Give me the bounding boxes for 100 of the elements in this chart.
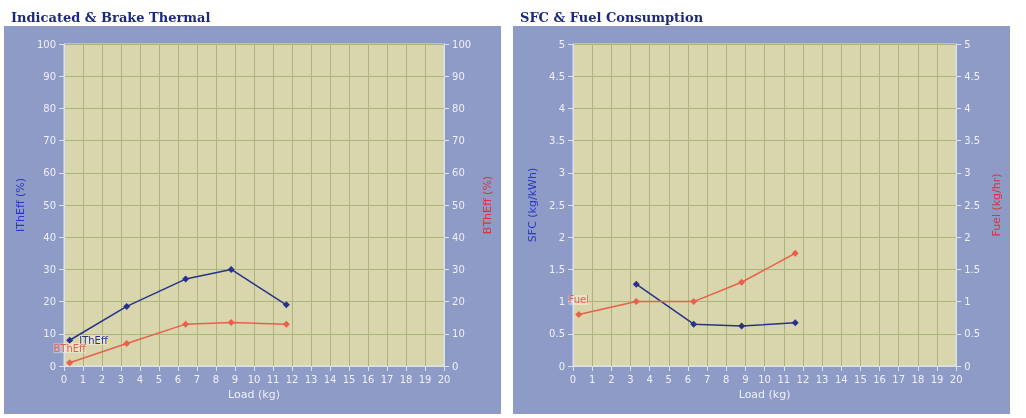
y2-tick-label: 40 bbox=[452, 231, 465, 243]
point bbox=[282, 320, 290, 328]
y-tick-label: 3.5 bbox=[549, 135, 565, 147]
y-tick-label: 30 bbox=[43, 263, 56, 275]
point bbox=[690, 298, 698, 306]
y-tick-label: 4.5 bbox=[549, 70, 565, 82]
x-tick-label: 9 bbox=[231, 373, 239, 385]
point bbox=[227, 265, 235, 273]
point bbox=[66, 336, 74, 344]
point bbox=[182, 320, 190, 328]
x-tick-label: 5 bbox=[155, 373, 163, 385]
x-tick-label: 8 bbox=[212, 373, 220, 385]
x-tick-label: 19 bbox=[418, 373, 432, 385]
y-tick-label: 5 bbox=[558, 38, 565, 50]
point bbox=[282, 301, 290, 309]
y2-tick-label: 0.5 bbox=[964, 328, 981, 340]
y-tick-label: 60 bbox=[43, 167, 56, 179]
x-tick-label: 10 bbox=[247, 373, 261, 385]
y2-tick-label: 0 bbox=[964, 360, 971, 372]
y2-tick-label: 50 bbox=[452, 199, 465, 211]
y-tick-label: 0 bbox=[558, 360, 565, 372]
y-axis-title: SFC (kg/kWh) bbox=[526, 167, 540, 243]
x-axis-title: Load (kg) bbox=[228, 387, 280, 401]
x-tick-label: 16 bbox=[873, 373, 886, 385]
y2-tick-label: 30 bbox=[452, 263, 465, 275]
x-tick-label: 12 bbox=[796, 373, 810, 385]
y2-tick-label: 90 bbox=[452, 70, 465, 82]
y2-tick-label: 3.5 bbox=[964, 135, 981, 147]
y-tick-label: 0.5 bbox=[549, 328, 565, 340]
y-tick-label: 90 bbox=[43, 70, 56, 82]
y-tick-label: 1 bbox=[558, 296, 565, 308]
x-tick-label: 18 bbox=[911, 373, 925, 385]
x-tick-label: 2 bbox=[608, 373, 615, 385]
point bbox=[227, 319, 235, 327]
y2-tick-label: 5 bbox=[964, 38, 971, 50]
chart-title: Indicated & Brake Thermal bbox=[11, 10, 211, 25]
x-tick-label: 7 bbox=[193, 373, 201, 385]
y2-tick-label: 4 bbox=[964, 102, 971, 114]
y-tick-label: 4 bbox=[558, 102, 565, 114]
x-tick-label: 15 bbox=[854, 373, 867, 385]
point bbox=[66, 359, 74, 367]
y2-tick-label: 1.5 bbox=[964, 263, 981, 275]
y2-tick-label: 100 bbox=[452, 38, 472, 50]
x-tick-label: 6 bbox=[174, 373, 182, 385]
y-tick-label: 80 bbox=[43, 102, 56, 114]
x-tick-label: 5 bbox=[665, 373, 672, 385]
x-tick-label: 20 bbox=[437, 373, 451, 385]
y2-tick-label: 2 bbox=[964, 231, 971, 243]
x-tick-label: 9 bbox=[742, 373, 749, 385]
x-tick-label: 4 bbox=[646, 373, 653, 385]
x-tick-label: 11 bbox=[266, 373, 280, 385]
y2-tick-label: 2.5 bbox=[964, 199, 981, 211]
x-axis-title: Load (kg) bbox=[738, 387, 791, 401]
y2-tick-label: 80 bbox=[452, 102, 465, 114]
x-tick-label: 10 bbox=[758, 373, 771, 385]
y-tick-label: 10 bbox=[43, 328, 56, 340]
x-tick-label: 7 bbox=[703, 373, 711, 385]
x-tick-label: 3 bbox=[117, 373, 125, 385]
x-tick-label: 13 bbox=[304, 373, 318, 385]
point bbox=[791, 319, 799, 327]
x-tick-label: 3 bbox=[627, 373, 634, 385]
series-label: Fuel bbox=[568, 294, 589, 306]
y-axis-title: IThEff (%) bbox=[14, 178, 28, 232]
x-tick-label: 20 bbox=[949, 373, 963, 385]
y-tick-label: 50 bbox=[43, 199, 56, 211]
y2-tick-label: 20 bbox=[452, 296, 465, 308]
point bbox=[182, 275, 190, 283]
y-tick-label: 1.5 bbox=[549, 263, 565, 275]
y-tick-label: 3 bbox=[558, 167, 565, 179]
x-tick-label: 14 bbox=[323, 373, 337, 385]
y-tick-label: 0 bbox=[49, 360, 56, 372]
x-tick-label: 2 bbox=[98, 373, 106, 385]
y2-tick-label: 60 bbox=[452, 167, 465, 179]
x-tick-label: 19 bbox=[930, 373, 944, 385]
point bbox=[123, 339, 131, 347]
y2-tick-label: 0 bbox=[452, 360, 459, 372]
y2-tick-label: 70 bbox=[452, 135, 465, 147]
y-tick-label: 100 bbox=[36, 38, 56, 50]
y2-tick-label: 3 bbox=[964, 167, 971, 179]
y2-tick-label: 10 bbox=[452, 328, 465, 340]
x-tick-label: 16 bbox=[361, 373, 375, 385]
y-tick-label: 40 bbox=[43, 231, 56, 243]
x-tick-label: 8 bbox=[723, 373, 730, 385]
point bbox=[690, 320, 698, 328]
chart-title: SFC & Fuel Consumption bbox=[520, 10, 704, 25]
y2-tick-label: 1 bbox=[964, 296, 971, 308]
point bbox=[123, 302, 131, 310]
x-tick-label: 13 bbox=[815, 373, 829, 385]
x-tick-label: 6 bbox=[684, 373, 692, 385]
x-tick-label: 17 bbox=[892, 373, 906, 385]
point bbox=[791, 249, 799, 257]
x-tick-label: 4 bbox=[136, 373, 144, 385]
x-tick-label: 17 bbox=[380, 373, 394, 385]
point bbox=[738, 278, 746, 286]
x-tick-label: 14 bbox=[834, 373, 848, 385]
y-tick-label: 70 bbox=[43, 135, 56, 147]
y-tick-label: 20 bbox=[43, 296, 56, 308]
x-tick-label: 1 bbox=[79, 373, 87, 385]
x-tick-label: 11 bbox=[777, 373, 791, 385]
x-tick-label: 12 bbox=[285, 373, 299, 385]
